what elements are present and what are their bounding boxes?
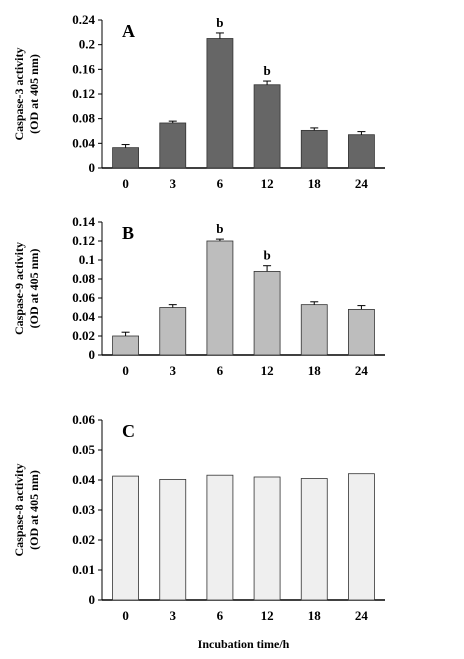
y-tick-label: 0.05: [72, 442, 95, 457]
x-tick-label: 12: [261, 363, 274, 378]
x-tick-label: 18: [308, 363, 322, 378]
x-tick-label: 24: [355, 363, 369, 378]
y-tick-label: 0.06: [72, 412, 95, 427]
y-axis-label-units: (OD at 405 nm): [27, 54, 41, 134]
y-axis-label: Caspase-8 activity: [12, 464, 26, 557]
bar: [300, 304, 328, 356]
x-tick-label: 24: [355, 608, 369, 623]
y-tick-label: 0.2: [79, 37, 95, 52]
bar: [112, 335, 139, 356]
panel-label: B: [122, 223, 134, 243]
y-tick-label: 0.1: [79, 252, 95, 267]
bar: [348, 473, 375, 601]
bar: [112, 147, 139, 169]
x-tick-label: 6: [217, 363, 224, 378]
y-tick-label: 0.06: [72, 290, 95, 305]
bar: [253, 270, 281, 356]
panel-label: C: [122, 421, 135, 441]
y-tick-label: 0.12: [72, 233, 95, 248]
y-axis-label-units: (OD at 405 nm): [27, 249, 41, 329]
y-tick-label: 0.04: [72, 472, 95, 487]
x-tick-label: 0: [122, 608, 129, 623]
bar: [348, 134, 375, 169]
bar: [159, 478, 187, 601]
panel-c-caspase-8: 0 0.01 0.02 0.03 0.04 0.05 0.06 Caspase-8 activ…: [12, 412, 385, 651]
y-tick-label: 0.08: [72, 111, 95, 126]
significance-label: b: [216, 15, 223, 30]
y-tick-label: 0.24: [72, 12, 95, 27]
bar: [300, 129, 328, 169]
bar: [206, 474, 234, 601]
y-axis-label: Caspase-9 activity: [12, 242, 26, 335]
x-tick-label: 12: [261, 608, 274, 623]
y-tick-label: 0.16: [72, 61, 95, 76]
panel-a-caspase-3: 0 0.04 0.08 0.12 0.16 0.2 0.24 Caspase-3 activi…: [12, 12, 385, 191]
y-axis-label: Caspase-3 activity: [12, 48, 26, 141]
y-tick-label: 0.08: [72, 271, 95, 286]
bar: [206, 240, 234, 356]
x-tick-label: 3: [170, 363, 177, 378]
y-tick-label: 0: [89, 347, 96, 362]
y-tick-label: 0: [89, 160, 96, 175]
y-tick-label: 0.14: [72, 214, 95, 229]
significance-label: b: [263, 248, 270, 263]
x-tick-label: 24: [355, 176, 369, 191]
x-tick-label: 6: [217, 176, 224, 191]
significance-label: b: [216, 221, 223, 236]
y-tick-label: 0.02: [72, 328, 95, 343]
bar: [253, 84, 281, 169]
y-axis-label-units: (OD at 405 nm): [27, 470, 41, 550]
x-axis-label: Incubation time/h: [198, 637, 290, 651]
bar: [300, 478, 328, 601]
x-tick-label: 18: [308, 608, 322, 623]
x-tick-label: 18: [308, 176, 322, 191]
panel-label: A: [122, 21, 135, 41]
y-tick-label: 0.02: [72, 532, 95, 547]
x-tick-label: 3: [170, 176, 177, 191]
x-tick-label: 12: [261, 176, 274, 191]
panel-b-caspase-9: 0 0.02 0.04 0.06 0.08 0.1 0.12 0.14 Caspase-9 ac…: [12, 214, 385, 378]
bar: [253, 476, 281, 601]
bar: [348, 308, 375, 356]
bar: [206, 38, 234, 169]
bar: [112, 475, 139, 601]
bar: [159, 122, 187, 169]
y-tick-label: 0.04: [72, 135, 95, 150]
x-tick-label: 6: [217, 608, 224, 623]
y-tick-label: 0.12: [72, 86, 95, 101]
y-tick-label: 0: [89, 592, 96, 607]
significance-label: b: [263, 63, 270, 78]
x-tick-label: 0: [122, 176, 129, 191]
y-tick-label: 0.01: [72, 562, 95, 577]
y-tick-label: 0.03: [72, 502, 95, 517]
x-tick-label: 0: [122, 363, 129, 378]
bar: [159, 307, 187, 356]
y-tick-label: 0.04: [72, 309, 95, 324]
x-tick-label: 3: [170, 608, 177, 623]
